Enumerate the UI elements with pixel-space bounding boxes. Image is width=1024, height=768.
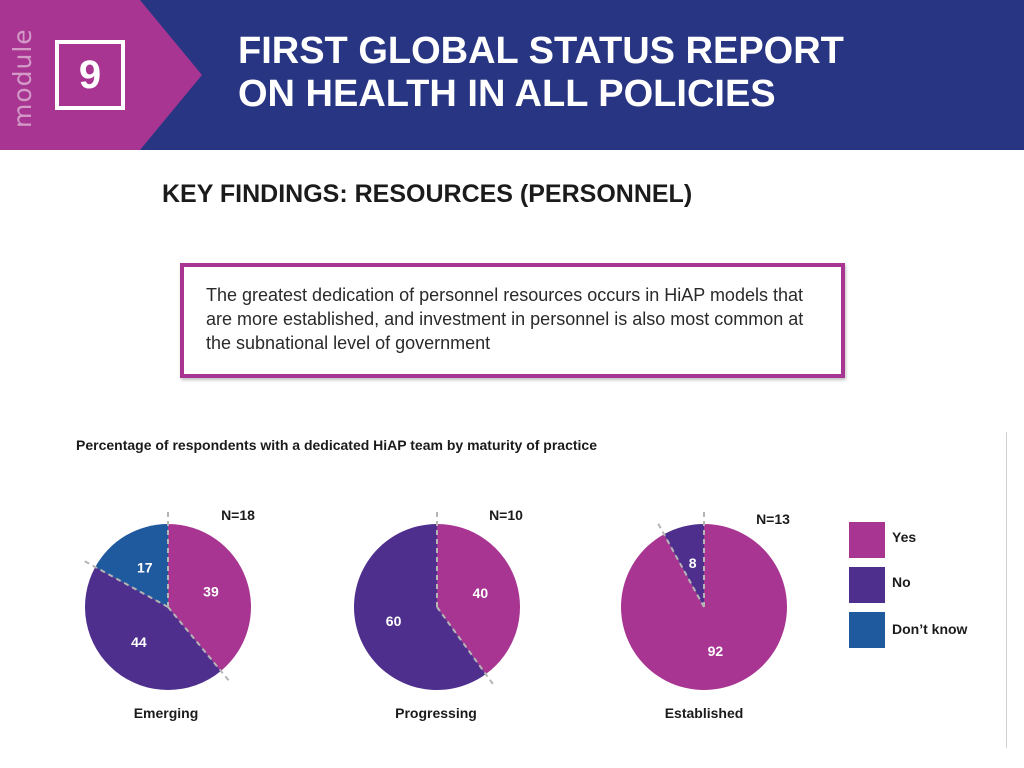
- pie-n-label-established: N=13: [756, 511, 790, 527]
- pie-category-label-established: Established: [665, 705, 744, 721]
- pie-n-label-progressing: N=10: [489, 507, 523, 523]
- legend-label-no: No: [892, 574, 911, 590]
- module-badge-block: module 9: [0, 0, 140, 150]
- page-title-line-2: ON HEALTH IN ALL POLICIES: [238, 73, 776, 115]
- key-finding-callout: The greatest dedication of personnel res…: [180, 263, 845, 378]
- section-title: KEY FINDINGS: RESOURCES (PERSONNEL): [162, 180, 693, 208]
- pie-separator-established-2: [657, 523, 705, 608]
- chart-title: Percentage of respondents with a dedicat…: [76, 437, 597, 453]
- pie-separator-emerging-2: [167, 606, 230, 681]
- right-divider: [1006, 432, 1007, 748]
- pie-slice-established-no: [664, 524, 704, 607]
- pie-category-label-progressing: Progressing: [395, 705, 477, 721]
- pie-separator-progressing-2: [436, 606, 494, 685]
- pie-slice-emerging-yes: [168, 524, 251, 671]
- legend-swatch-no: [849, 567, 885, 603]
- pie-value-label-established-no: 8: [689, 555, 697, 571]
- page-title: FIRST GLOBAL STATUS REPORT ON HEALTH IN …: [238, 30, 844, 116]
- module-number: 9: [55, 40, 125, 110]
- legend-swatch-dont-know: [849, 612, 885, 648]
- legend-label-yes: Yes: [892, 529, 917, 545]
- legend-swatch-yes: [849, 522, 885, 558]
- pie-value-label-emerging-no: 44: [131, 634, 147, 650]
- pie-slice-progressing-yes: [437, 524, 520, 675]
- page-title-line-1: FIRST GLOBAL STATUS REPORT: [238, 30, 844, 72]
- pie-n-label-emerging: N=18: [221, 507, 255, 523]
- callout-text: The greatest dedication of personnel res…: [206, 285, 804, 353]
- pie-slice-emerging-no: [85, 567, 221, 690]
- pie-separator-emerging-3: [84, 560, 169, 608]
- module-arrow-shape: [140, 0, 202, 150]
- legend-label-dont-know: Don’t know: [892, 621, 968, 637]
- pie-value-label-established-yes: 92: [708, 643, 724, 659]
- pie-slice-progressing-no: [353, 524, 486, 691]
- pie-slice-emerging-don-t-know: [95, 524, 168, 607]
- pie-value-label-progressing-no: 60: [386, 613, 402, 629]
- pie-value-label-emerging-don-t-know: 17: [137, 560, 153, 576]
- pie-category-label-emerging: Emerging: [134, 705, 199, 721]
- pie-value-label-progressing-yes: 40: [473, 585, 489, 601]
- pie-value-label-emerging-yes: 39: [203, 584, 219, 600]
